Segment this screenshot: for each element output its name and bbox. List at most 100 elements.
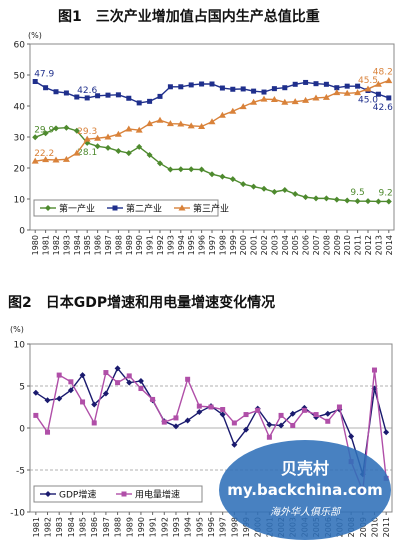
chart2-series-0-point — [91, 401, 98, 408]
chart1-x-tick-label: 2000 — [239, 235, 248, 255]
chart1-series-0-point — [198, 166, 205, 173]
chart2-series-1-point — [313, 412, 319, 418]
chart1-series-0-point — [323, 195, 330, 202]
chart1-x-tick-label: 1989 — [125, 235, 134, 255]
chart1-series-0-point — [333, 196, 340, 203]
chart2-series-0-point — [348, 433, 355, 440]
chart2-x-tick-label: 1994 — [184, 517, 193, 537]
chart1-x-tick-label: 1999 — [229, 235, 238, 255]
chart1-y-tick-label: 60 — [14, 41, 26, 51]
chart1-y-tick-label: 30 — [14, 134, 26, 144]
chart1-series-2-point — [250, 98, 258, 105]
chart1-x-tick-label: 1996 — [198, 235, 207, 255]
chart1-series-1-point — [105, 92, 111, 98]
chart1-series-1-point — [209, 81, 215, 87]
chart2-series-0-point — [196, 409, 203, 416]
chart1-series-1-point — [188, 82, 194, 88]
chart1-series-2-point — [187, 122, 195, 129]
chart2-series-0-point — [79, 372, 86, 379]
watermark-line3: 海外华人俱乐部 — [270, 506, 342, 518]
chart1-legend-label-0: 第一产业 — [59, 203, 95, 215]
chart2-series-0-point — [126, 379, 133, 386]
chart2-series-0-point — [44, 397, 51, 404]
chart1-series-2-point — [333, 89, 341, 96]
chart2-x-tick-label: 2011 — [382, 517, 391, 537]
chart1-series-2-point — [374, 80, 382, 87]
chart1-series-0-point — [344, 197, 351, 204]
chart2-y-tick-label: -5 — [16, 467, 25, 477]
chart1-series-2-point — [218, 111, 226, 118]
chart1-legend-box — [33, 199, 219, 217]
chart1-x-tick-label: 2012 — [364, 235, 373, 255]
chart1-series-0-point — [375, 198, 382, 205]
chart1-y-tick-label: 0 — [19, 227, 25, 237]
chart2-series-1-point — [290, 422, 296, 428]
chart2-unit-label: (%) — [10, 325, 24, 334]
chart2-legend-marker-0 — [45, 491, 51, 497]
chart1-series-0-point — [32, 134, 39, 141]
chart2-x-tick-label: 1990 — [137, 517, 146, 537]
chart1-x-tick-label: 2001 — [250, 235, 259, 255]
chart2-series-0-point — [231, 441, 238, 448]
chart1-series-1-point — [251, 88, 257, 94]
chart2-x-tick-label: 2010 — [370, 517, 379, 537]
chart1-series-2-point — [270, 95, 278, 102]
chart1-series-1-point — [136, 100, 142, 106]
chart2-series-1-point — [243, 412, 249, 418]
chart1-x-tick-label: 1987 — [104, 235, 113, 255]
chart1-x-tick-label: 2014 — [385, 235, 394, 255]
chart2-x-tick-label: 1992 — [160, 517, 169, 537]
chart2-x-tick-label: 1996 — [207, 517, 216, 537]
chart1-x-tick-label: 1997 — [208, 235, 217, 255]
chart1-x-tick-label: 2009 — [333, 235, 342, 255]
chart1-y-tick-label: 20 — [14, 165, 26, 175]
chart1-series-2-point — [166, 120, 174, 127]
chart1-series-2-point — [177, 120, 185, 127]
watermark-shell-shape — [219, 440, 391, 540]
chart2-series-1-point — [278, 412, 284, 418]
chart1-series-2-point — [312, 94, 320, 101]
chart2-series-1-point — [126, 373, 132, 379]
chart2-series-1-point — [103, 370, 109, 376]
chart1-series-2-point — [146, 120, 154, 127]
chart1-unit-label: (%) — [28, 31, 42, 40]
chart1-series-0-data-label: 28.1 — [77, 148, 97, 158]
watermark-line2: my.backchina.com — [227, 481, 383, 499]
chart2-series-0-point — [278, 422, 285, 429]
chart2-legend-label-0: GDP增速 — [59, 489, 96, 501]
chart1-series-0-point — [167, 166, 174, 173]
chart1-series-2-point — [229, 107, 237, 114]
chart1-series-1-point — [84, 95, 90, 101]
chart1-series-2-point — [260, 95, 268, 102]
chart1-x-tick-label: 1980 — [31, 235, 40, 255]
chart1-series-1-point — [313, 81, 319, 87]
chart2-series-1-point — [266, 434, 272, 440]
chart1-series-0-point — [385, 198, 392, 205]
chart1-svg: 0 10 20 30 40 50 60(%) 1980 1981 1982 1983 1984 1985… — [14, 31, 395, 255]
chart1-series-1-point — [178, 84, 184, 90]
chart2-series-0-point — [137, 377, 144, 384]
chart1-series-2-data-label: 45.5 — [358, 76, 378, 86]
chart1-x-tick-label: 1998 — [218, 235, 227, 255]
chart2-legend-label-1: 用电量增速 — [135, 489, 180, 501]
chart1-series-0-point — [229, 176, 236, 183]
chart1-x-tick-label: 2002 — [260, 235, 269, 255]
chart1-series-1-point — [344, 83, 350, 89]
chart1-y-tick-label: 50 — [14, 72, 26, 82]
chart1-series-1-point — [147, 98, 153, 104]
chart2-series-1-point — [138, 386, 144, 392]
chart2-series-1-point — [80, 399, 86, 405]
chart2-series-1-point — [33, 412, 39, 418]
chart1-series-2-point — [239, 103, 247, 110]
chart2-series-1-point — [45, 429, 51, 435]
chart2-series-1-point — [185, 376, 191, 382]
chart1-x-tick-label: 1982 — [52, 235, 61, 255]
chart1-series-1-point — [63, 90, 69, 96]
chart1-series-0-point — [313, 195, 319, 202]
chart1-series-2-point — [354, 89, 362, 96]
chart1-series-1-point — [282, 85, 288, 91]
chart1-series-2-point — [104, 133, 112, 140]
chart2-y-tick-label: 10 — [14, 341, 26, 351]
chart1-series-0-point — [354, 198, 361, 205]
chart2-series-1-point — [231, 420, 237, 426]
